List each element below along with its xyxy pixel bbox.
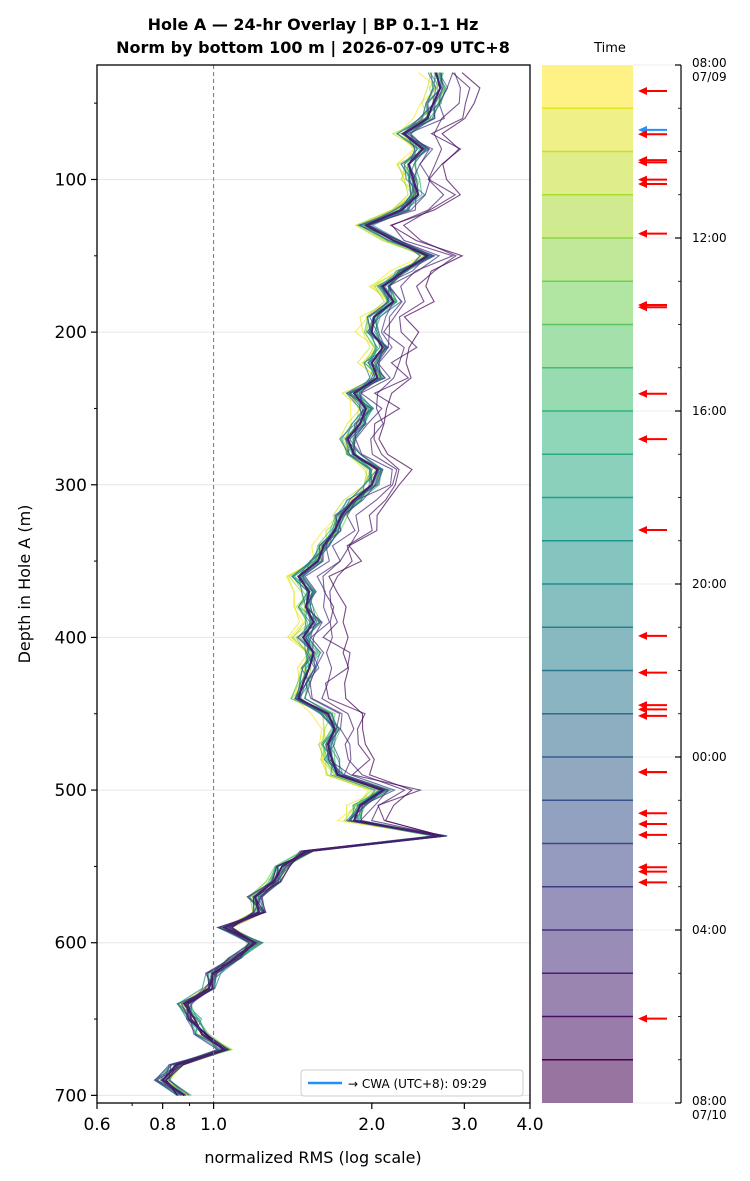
event-arrow: [638, 809, 667, 818]
colorbar-band: [542, 238, 633, 282]
colorbar-band: [542, 713, 633, 757]
event-arrow: [638, 820, 667, 829]
colorbar-band: [542, 281, 633, 325]
y-tick-label: 400: [55, 628, 87, 648]
event-arrow: [638, 711, 667, 720]
event-arrow: [638, 1014, 667, 1023]
event-arrow: [638, 179, 667, 188]
colorbar-band: [542, 411, 633, 455]
event-arrow: [638, 130, 667, 139]
x-axis: 0.6 0.8 1.0 2.0 3.0 4.0: [83, 1103, 544, 1135]
event-arrow: [638, 867, 667, 876]
colorbar-tick-label: 07/10: [692, 1108, 727, 1122]
colorbar-band: [542, 151, 633, 195]
profile-line-highlight: [161, 72, 442, 1097]
colorbar-band: [542, 930, 633, 974]
event-arrow: [638, 768, 667, 777]
colorbar-tick-label: 08:00: [692, 56, 727, 70]
colorbar-band: [542, 757, 633, 801]
chart-subtitle: Norm by bottom 100 m | 2026-07-09 UTC+8: [116, 38, 510, 58]
legend-label: → CWA (UTC+8): 09:29: [348, 1077, 487, 1091]
event-arrow: [638, 830, 667, 839]
legend: → CWA (UTC+8): 09:29: [300, 1069, 524, 1097]
event-arrow: [638, 668, 667, 677]
chart-title: Hole A — 24-hr Overlay | BP 0.1–1 Hz: [148, 15, 479, 35]
colorbar-label: Time: [593, 41, 626, 56]
colorbar-tick-label: 08:00: [692, 1094, 727, 1108]
colorbar-band: [542, 324, 633, 368]
plot-frame: [96, 64, 531, 1104]
x-tick-label: 0.6: [83, 1115, 110, 1135]
profile-line: [168, 72, 454, 1096]
y-tick-label: 600: [55, 934, 87, 954]
event-arrow: [638, 878, 667, 887]
colorbar-band: [542, 973, 633, 1017]
colorbar-band: [542, 886, 633, 930]
profile-line: [155, 72, 461, 1096]
colorbar-band: [542, 454, 633, 498]
colorbar-band: [542, 497, 633, 541]
colorbar-band: [542, 670, 633, 714]
y-tick-label: 700: [55, 1086, 87, 1106]
colorbar-axis: 08:0007/0912:0016:0020:0000:0004:0008:00…: [675, 56, 727, 1122]
colorbar-band: [542, 627, 633, 671]
colorbar-band: [542, 843, 633, 887]
event-arrow: [638, 389, 667, 398]
event-arrow: [638, 158, 667, 167]
x-axis-label: normalized RMS (log scale): [204, 1148, 421, 1167]
colorbar-tick-label: 20:00: [692, 577, 727, 591]
colorbar-band: [542, 1016, 633, 1060]
colorbar-band: [542, 540, 633, 584]
colorbar-band: [542, 108, 633, 152]
y-axis: 100 200 300 400 500 600 700: [55, 102, 97, 1106]
profile-line: [165, 72, 481, 1096]
y-tick-label: 100: [55, 170, 87, 190]
event-arrow: [638, 435, 667, 444]
colorbar-tick-label: 16:00: [692, 404, 727, 418]
x-tick-label: 2.0: [358, 1115, 385, 1135]
x-tick-label: 4.0: [516, 1115, 543, 1135]
y-axis-label: Depth in Hole A (m): [15, 505, 34, 664]
colorbar-tick-label: 04:00: [692, 923, 727, 937]
event-arrow: [638, 86, 667, 95]
colorbar-band: [542, 1059, 633, 1103]
plot-series: [153, 72, 481, 1097]
x-tick-label: 1.0: [200, 1115, 227, 1135]
event-arrow: [638, 631, 667, 640]
y-tick-label: 300: [55, 476, 87, 496]
x-tick-label: 0.8: [149, 1115, 176, 1135]
colorbar-tick-label: 07/09: [692, 70, 727, 84]
colorbar-tick-label: 12:00: [692, 231, 727, 245]
y-tick-label: 500: [55, 781, 87, 801]
colorbar-band: [542, 65, 633, 109]
event-arrows: [638, 86, 667, 1023]
colorbar-band: [542, 367, 633, 411]
event-arrow: [638, 705, 667, 714]
event-arrow: [638, 525, 667, 534]
plot-gridlines: [97, 178, 530, 1096]
profile-line: [165, 72, 471, 1096]
colorbar: [542, 64, 678, 1104]
colorbar-band: [542, 584, 633, 628]
y-tick-label: 200: [55, 323, 87, 343]
legend-box: [300, 1069, 524, 1097]
colorbar-band: [542, 194, 633, 238]
x-tick-label: 3.0: [451, 1115, 478, 1135]
colorbar-tick-label: 00:00: [692, 750, 727, 764]
colorbar-band: [542, 800, 633, 844]
event-arrow: [638, 303, 667, 312]
profile-line: [164, 72, 441, 1096]
event-arrow: [638, 229, 667, 238]
